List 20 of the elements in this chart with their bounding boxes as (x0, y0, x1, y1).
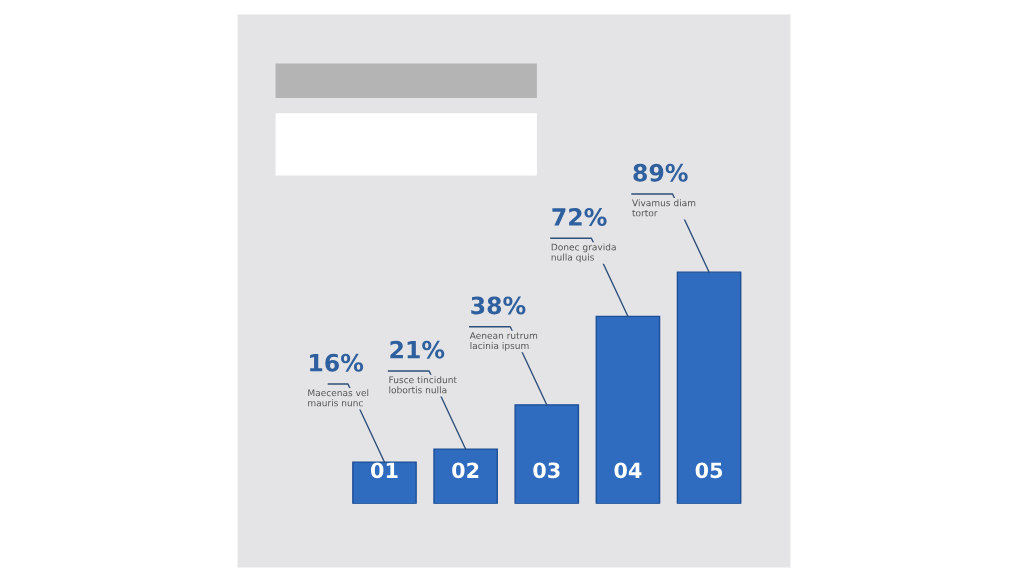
data-label: 89% (633, 163, 688, 182)
data-label: 16% (310, 353, 364, 372)
data-label: 38% (471, 296, 526, 315)
annotation: Fusce tincidunt lobortis nulla (389, 376, 457, 394)
data-label: 21% (390, 340, 445, 359)
x-tick-label: 02 (452, 462, 479, 479)
data-label: 72% (552, 208, 607, 226)
annotation: Aenean rutrum lacinia ipsum (469, 332, 538, 351)
x-tick-label: 04 (614, 462, 642, 479)
x-tick-label: 01 (370, 462, 398, 479)
annotation: Donec gravida nulla quis (551, 243, 616, 263)
bar (433, 448, 498, 504)
bar (514, 404, 580, 504)
x-tick-label: 03 (533, 462, 560, 479)
bar (595, 315, 661, 504)
x-tick-label: 05 (695, 462, 723, 479)
annotation: Vivamus diam tortor (632, 199, 696, 217)
bar (352, 461, 417, 504)
annotation: Maecenas vel mauris nunc (308, 389, 369, 407)
bar (676, 271, 742, 504)
